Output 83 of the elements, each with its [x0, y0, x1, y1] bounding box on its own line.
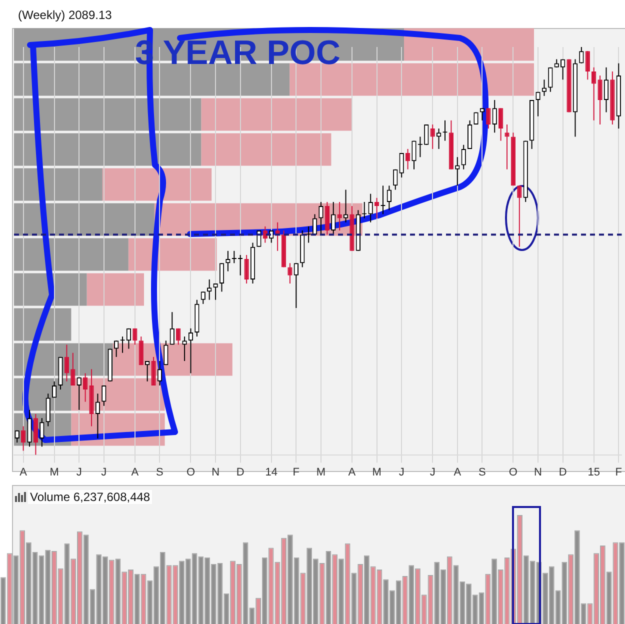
x-tick-label: S: [156, 466, 164, 478]
candlestick: [182, 336, 187, 362]
candlestick: [598, 75, 602, 125]
candlestick: [219, 262, 224, 292]
x-tick-label: A: [348, 466, 356, 478]
x-tick-label: M: [316, 466, 326, 478]
x-tick-label: N: [212, 466, 220, 478]
bar: [201, 133, 332, 166]
candlestick: [405, 148, 410, 170]
candlestick: [244, 254, 249, 284]
candlestick: [548, 66, 553, 92]
x-tick-label: M: [50, 466, 59, 478]
candlestick: [498, 108, 504, 142]
candlestick: [412, 140, 416, 170]
bar: [14, 238, 128, 271]
candlestick: [480, 108, 485, 121]
bar: [14, 98, 202, 131]
candlestick: [604, 66, 609, 113]
x-tick-label: F: [615, 466, 622, 478]
candlestick: [585, 50, 590, 80]
bar: [201, 98, 352, 131]
candlestick: [213, 283, 218, 300]
x-tick-label: D: [236, 466, 244, 478]
candlestick: [145, 360, 150, 382]
candlestick: [455, 156, 460, 186]
candlestick: [294, 262, 298, 308]
candlestick: [579, 46, 584, 64]
candlestick: [374, 197, 380, 219]
candlestick: [126, 328, 132, 350]
candlestick: [393, 168, 398, 190]
candlestick: [517, 185, 522, 248]
candlestick: [386, 185, 392, 211]
x-tick-label: M: [372, 466, 382, 478]
candlestick: [275, 222, 280, 252]
candlestick: [461, 144, 466, 170]
x-tick-label: S: [478, 466, 486, 478]
candlestick: [132, 328, 138, 346]
candlestick: [504, 124, 510, 170]
candlestick: [486, 108, 491, 130]
chart-title: (Weekly) 2089.13: [16, 8, 114, 22]
x-tick-label: O: [186, 466, 196, 478]
candlestick: [492, 100, 497, 134]
x-tick-label: D: [558, 466, 567, 478]
candlestick: [188, 328, 194, 374]
x-tick-label: J: [101, 466, 107, 478]
x-tick-label: A: [131, 466, 140, 478]
candlestick: [207, 278, 212, 300]
x-tick-label: A: [454, 466, 462, 478]
x-tick-label: F: [292, 466, 300, 478]
x-tick-label: A: [20, 466, 28, 478]
candlestick: [337, 201, 342, 232]
bar: [290, 63, 534, 96]
candlestick: [368, 193, 373, 223]
bar: [14, 133, 202, 166]
candlestick: [343, 189, 348, 223]
chart-title: Volume 6,237,608,448: [28, 490, 152, 504]
candlestick: [430, 124, 435, 150]
x-tick-label: J: [430, 466, 436, 478]
candlestick: [176, 328, 181, 346]
candlestick: [560, 58, 566, 80]
candlestick: [288, 262, 292, 284]
candlestick: [467, 120, 472, 150]
x-tick-label: 15: [588, 466, 600, 478]
candlestick: [536, 91, 540, 117]
x-tick-label: J: [76, 466, 82, 478]
candlestick: [474, 112, 478, 125]
candlestick: [436, 128, 442, 150]
bar: [102, 168, 212, 201]
bar: [86, 273, 144, 306]
bar: [128, 238, 217, 271]
x-tick-label: J: [398, 466, 404, 478]
x-tick-label: N: [534, 466, 542, 478]
candlestick: [592, 66, 596, 121]
candlestick: [170, 312, 174, 346]
bar: [14, 63, 290, 96]
x-tick-label: 14: [265, 466, 278, 478]
bar: [14, 168, 102, 201]
candlestick: [542, 79, 547, 96]
candlestick: [399, 152, 404, 178]
candlestick: [200, 291, 206, 304]
bar: [14, 203, 154, 236]
x-tick-label: O: [508, 466, 518, 478]
candlestick: [226, 250, 230, 272]
